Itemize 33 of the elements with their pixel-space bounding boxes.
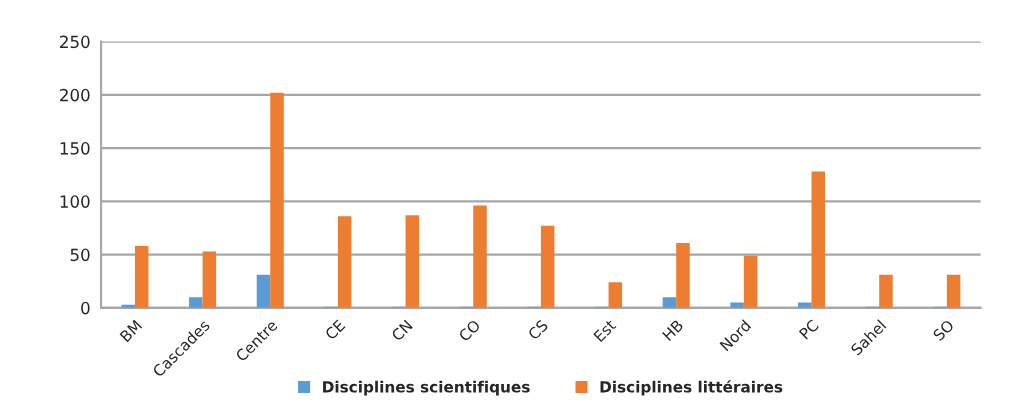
x-tick-label: SO bbox=[932, 319, 955, 342]
y-tick-label: 200 bbox=[60, 88, 90, 102]
bar bbox=[811, 171, 826, 308]
bar bbox=[676, 242, 690, 308]
x-tick-label: CE bbox=[324, 319, 346, 341]
bar bbox=[608, 282, 623, 308]
legend-label: Disciplines scientifiques bbox=[323, 380, 530, 396]
bar bbox=[337, 216, 352, 308]
y-tick-label: 0 bbox=[81, 301, 90, 315]
bar bbox=[405, 215, 420, 308]
x-tick-label: Est bbox=[593, 318, 617, 343]
x-tick-label: CS bbox=[527, 319, 549, 341]
x-tick-label: CN bbox=[390, 319, 413, 342]
bar bbox=[662, 297, 677, 308]
y-tick-label: 250 bbox=[60, 35, 90, 49]
x-tick-label: PC bbox=[798, 319, 820, 340]
y-tick-label: 50 bbox=[70, 248, 90, 262]
bar bbox=[189, 297, 203, 308]
bar bbox=[540, 225, 555, 308]
bar bbox=[256, 274, 271, 308]
legend-label: Disciplines littéraires bbox=[600, 380, 783, 396]
bar bbox=[879, 274, 893, 308]
bar bbox=[946, 274, 961, 308]
y-tick-label: 100 bbox=[60, 195, 90, 208]
bar bbox=[473, 205, 487, 308]
y-tick-label: 150 bbox=[60, 142, 90, 155]
x-tick-label: BM bbox=[119, 319, 143, 343]
bar bbox=[743, 255, 758, 308]
x-tick-label: CO bbox=[457, 319, 481, 343]
bar bbox=[134, 246, 149, 308]
x-tick-label: HB bbox=[662, 319, 684, 341]
bar bbox=[202, 251, 217, 308]
bar bbox=[270, 92, 284, 308]
